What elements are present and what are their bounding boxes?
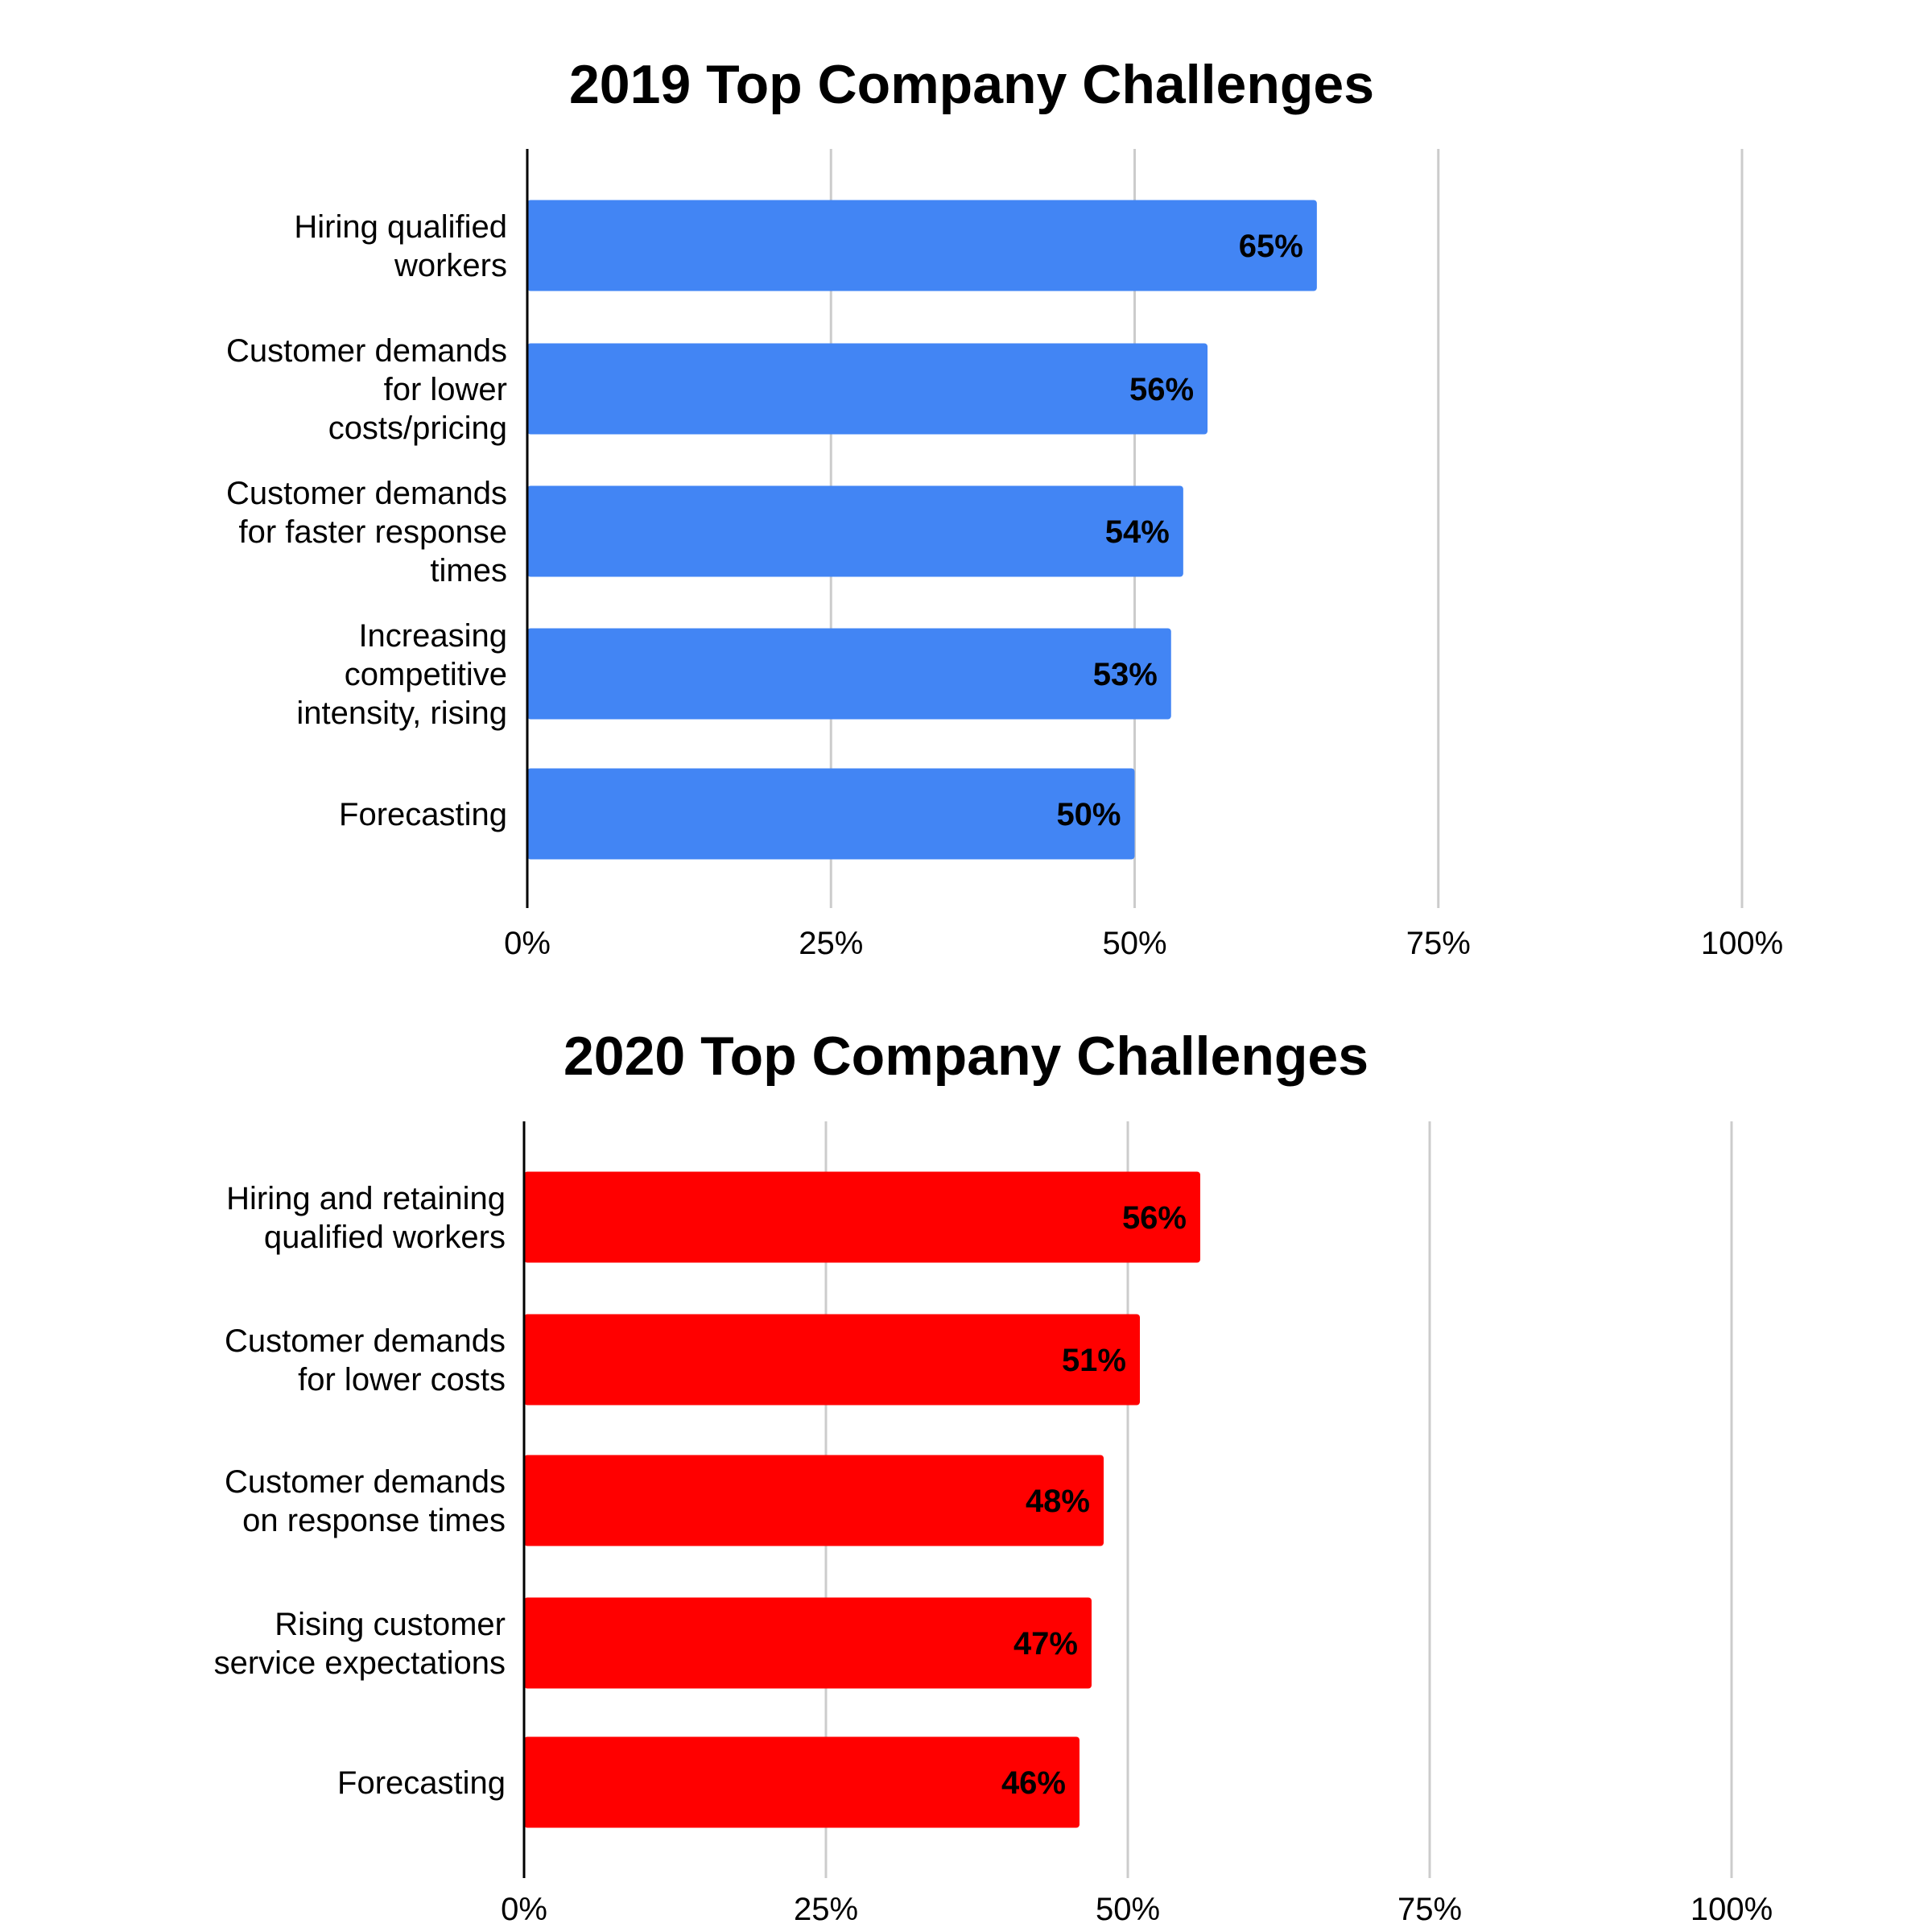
- data-label: 47%: [1013, 1626, 1078, 1662]
- bar: [527, 628, 1171, 720]
- x-tick-label: 0%: [501, 1892, 547, 1927]
- bar: [524, 1736, 1080, 1828]
- data-label: 46%: [1001, 1765, 1066, 1801]
- chart-2019: 2019 Top Company Challenges 65% 56% 54% 53% 5…: [226, 54, 1783, 961]
- category-label: Forecasting: [337, 1765, 506, 1801]
- x-tick-label: 50%: [1102, 926, 1166, 961]
- category-label-line: for faster response: [239, 514, 508, 550]
- category-label-line: on response times: [242, 1503, 506, 1538]
- category-label: Customer demands for faster response times: [226, 476, 507, 588]
- category-label: Forecasting: [339, 797, 507, 832]
- chart-title: 2019 Top Company Challenges: [569, 54, 1374, 115]
- bar: [527, 343, 1208, 435]
- category-label: Hiring and retaining qualified workers: [226, 1181, 506, 1255]
- category-label: Hiring qualified workers: [294, 209, 507, 283]
- category-label-line: qualified workers: [264, 1220, 506, 1255]
- category-label-line: Customer demands: [225, 1464, 506, 1500]
- data-label: 56%: [1122, 1200, 1187, 1236]
- x-tick-label: 25%: [794, 1892, 858, 1927]
- data-label: 54%: [1105, 514, 1170, 550]
- data-label: 65%: [1239, 229, 1303, 264]
- x-tick-label: 100%: [1701, 926, 1783, 961]
- category-label-line: Forecasting: [337, 1765, 506, 1801]
- chart-2020: 2020 Top Company Challenges 56% 51% 48% 47% 4…: [214, 1026, 1773, 1927]
- category-label-line: Customer demands: [225, 1323, 506, 1359]
- category-label-line: Rising customer: [275, 1607, 506, 1642]
- bar: [527, 200, 1317, 291]
- data-label: 48%: [1026, 1484, 1090, 1519]
- category-label: Customer demands on response times: [225, 1464, 506, 1538]
- category-label: Increasing competitive intensity, rising: [296, 618, 507, 731]
- category-label-line: competitive: [345, 657, 507, 692]
- category-label-line: for lower: [384, 372, 507, 407]
- category-label-line: workers: [394, 248, 507, 283]
- category-label-line: Customer demands: [226, 333, 507, 369]
- category-label-line: Forecasting: [339, 797, 507, 832]
- data-label: 51%: [1062, 1343, 1126, 1378]
- category-label-line: times: [430, 553, 507, 588]
- bar: [524, 1314, 1140, 1406]
- x-tick-label: 0%: [504, 926, 551, 961]
- category-label-line: for lower costs: [298, 1362, 506, 1397]
- data-label: 50%: [1056, 797, 1121, 832]
- bar: [524, 1597, 1092, 1689]
- x-tick-label: 25%: [799, 926, 863, 961]
- x-tick-label: 75%: [1406, 926, 1471, 961]
- category-label: Customer demands for lower costs/pricing: [226, 333, 507, 446]
- x-tick-label: 100%: [1690, 1892, 1773, 1927]
- category-label-line: intensity, rising: [296, 696, 507, 731]
- data-label: 56%: [1129, 372, 1194, 407]
- bar: [524, 1455, 1104, 1546]
- bar: [527, 768, 1135, 860]
- category-label-line: Increasing: [358, 618, 507, 654]
- x-tick-label: 75%: [1397, 1892, 1462, 1927]
- data-label: 53%: [1093, 657, 1158, 692]
- category-label: Rising customer service expectations: [214, 1607, 506, 1681]
- chart-title: 2020 Top Company Challenges: [564, 1026, 1368, 1087]
- bar: [524, 1171, 1200, 1263]
- category-label-line: Hiring and retaining: [226, 1181, 506, 1216]
- category-label-line: Customer demands: [226, 476, 507, 511]
- category-label-line: costs/pricing: [328, 411, 507, 446]
- bar: [527, 485, 1183, 577]
- category-label-line: service expectations: [214, 1645, 506, 1681]
- x-tick-label: 50%: [1096, 1892, 1160, 1927]
- category-label: Customer demands for lower costs: [225, 1323, 506, 1397]
- category-label-line: Hiring qualified: [294, 209, 507, 245]
